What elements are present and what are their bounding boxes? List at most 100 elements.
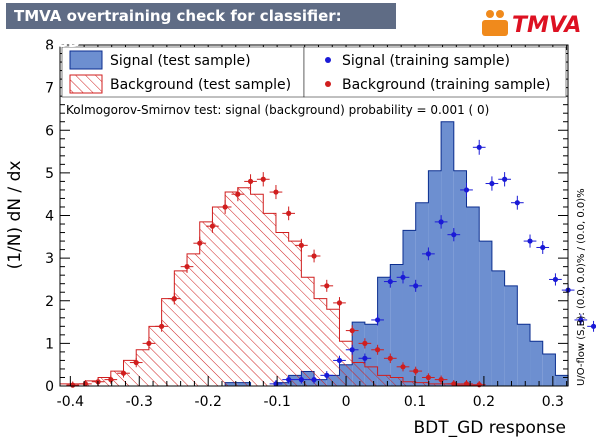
data-point [311,253,317,259]
hist-bar [148,326,162,386]
hist-bar [390,264,403,386]
data-point [489,180,495,187]
x-tick-label: -0.2 [195,394,222,410]
data-point [120,370,127,376]
hist-bar [110,371,124,386]
x-tick-label: 0.2 [473,394,495,410]
hist-bar [479,241,492,386]
data-point [476,144,482,150]
ks-test-annotation: Kolmogorov-Smirnov test: signal (backgro… [66,103,489,117]
y-tick-label: 1 [45,336,54,352]
data-point [146,340,152,346]
hist-bar [542,354,556,386]
hist-bar [441,121,454,386]
x-axis-title: BDT_GD response [413,418,566,438]
x-tick-label: -0.4 [57,394,84,410]
hist-bar [237,187,251,386]
data-point [438,219,444,225]
data-point [184,264,190,270]
legend-signal-training-label: Signal (training sample) [342,53,510,69]
hist-outline [59,187,569,387]
hist-bar [275,232,289,386]
data-point [362,355,368,361]
data-point [197,240,203,246]
data-point [133,359,139,366]
y-tick-label: 0 [45,379,54,395]
hist-bar [402,381,416,386]
x-tick-label: 0.1 [404,394,426,410]
data-point [438,377,444,383]
data-point [578,317,584,323]
hist-bar [263,213,276,386]
hist-bar [428,383,442,386]
data-point [463,187,470,193]
data-point [171,296,177,302]
hist-bar [136,349,149,386]
data-point [413,368,419,374]
data-point [552,276,559,283]
data-point [502,176,508,182]
y-tick-label: 8 [45,38,54,54]
data-point [336,300,343,306]
data-point [336,357,343,364]
data-point [400,364,406,370]
hist-bar [415,202,429,386]
hist-bar [212,206,226,386]
hist-bar [225,192,238,386]
hist-bar [199,221,213,386]
data-point [298,242,304,248]
data-point [387,278,393,285]
data-point [374,317,381,323]
hist-bar [161,298,175,386]
data-point [235,191,241,197]
data-point [311,377,317,383]
data-point [286,210,292,216]
hist-bar [301,277,315,386]
data-point [374,347,381,353]
hist-bar [530,341,543,386]
data-point [540,244,546,251]
data-point [425,251,431,257]
hist-bar [555,375,569,386]
hist-bar [402,230,416,386]
legend-background-training-marker [325,81,331,87]
tmva-logo-icon [482,10,508,36]
hist-bar [352,362,365,386]
hist-bar [491,270,505,386]
tmva-logo-text: TMVA [512,13,581,38]
x-tick-label: 0 [342,394,351,410]
hist-bar [326,309,340,386]
hist-bar [377,277,391,386]
data-point [108,377,114,383]
hist-bar [466,206,480,386]
hist-bar [314,298,327,386]
legend-signal-training-marker [325,57,331,63]
data-point [209,223,216,229]
x-tick-label: -0.1 [263,394,290,410]
data-point [514,200,520,206]
data-point [590,323,596,329]
data-point [349,347,355,353]
data-point [247,178,254,184]
data-point [260,176,266,182]
hist-bar [364,366,378,386]
y-tick-label: 2 [45,294,54,310]
data-point [273,189,279,195]
x-tick-label: -0.3 [126,394,153,410]
data-point [222,204,228,210]
x-tick-label: 0.3 [542,394,564,410]
hist-bar [415,382,429,386]
data-point [70,382,76,388]
tmva-logo: TMVA [482,10,581,38]
y-tick-label: 5 [45,166,54,182]
hist-bar [453,170,467,386]
hist-bar [174,270,188,386]
data-point [324,372,330,378]
data-point [362,340,368,346]
y-tick-label: 7 [45,81,54,97]
legend-background-training-label: Background (training sample) [342,77,550,93]
y-tick-label: 3 [45,251,54,267]
data-point [387,355,393,361]
data-point [286,377,292,383]
